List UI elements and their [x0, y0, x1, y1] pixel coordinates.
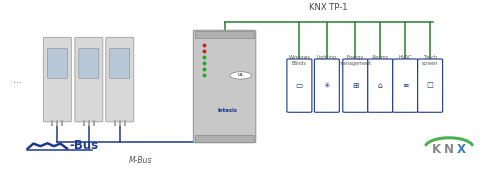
Text: ⌂: ⌂ [378, 81, 383, 90]
FancyBboxPatch shape [196, 135, 254, 142]
Text: K: K [432, 143, 441, 156]
FancyBboxPatch shape [47, 48, 67, 78]
Text: HVAC: HVAC [398, 55, 412, 60]
FancyBboxPatch shape [287, 59, 312, 112]
Text: X: X [457, 143, 466, 156]
Text: KNX TP-1: KNX TP-1 [309, 3, 348, 12]
FancyBboxPatch shape [393, 59, 418, 112]
FancyBboxPatch shape [194, 30, 255, 143]
Text: N: N [444, 143, 454, 156]
Text: Alarms: Alarms [372, 55, 389, 60]
Text: UL: UL [238, 73, 244, 78]
Text: ≡: ≡ [402, 81, 408, 90]
FancyBboxPatch shape [368, 59, 393, 112]
FancyBboxPatch shape [75, 37, 103, 122]
FancyBboxPatch shape [343, 59, 368, 112]
Text: Energy
management: Energy management [339, 55, 372, 66]
Text: ⊞: ⊞ [352, 81, 358, 90]
FancyBboxPatch shape [79, 48, 99, 78]
Text: Intesis: Intesis [217, 108, 237, 113]
Text: Lighting: Lighting [317, 55, 337, 60]
Text: ...: ... [13, 75, 22, 85]
Text: ✳: ✳ [324, 81, 330, 90]
Text: Touch
screen: Touch screen [422, 55, 438, 66]
FancyBboxPatch shape [110, 48, 130, 78]
Text: ☐: ☐ [427, 81, 434, 90]
Circle shape [230, 72, 251, 79]
Text: M-Bus: M-Bus [129, 156, 153, 165]
FancyBboxPatch shape [418, 59, 443, 112]
Text: Windows
Blinds: Windows Blinds [288, 55, 310, 66]
FancyBboxPatch shape [196, 31, 254, 38]
Text: -Bus: -Bus [70, 139, 99, 152]
FancyBboxPatch shape [106, 37, 134, 122]
FancyBboxPatch shape [43, 37, 71, 122]
Text: ▭: ▭ [296, 81, 303, 90]
FancyBboxPatch shape [314, 59, 339, 112]
